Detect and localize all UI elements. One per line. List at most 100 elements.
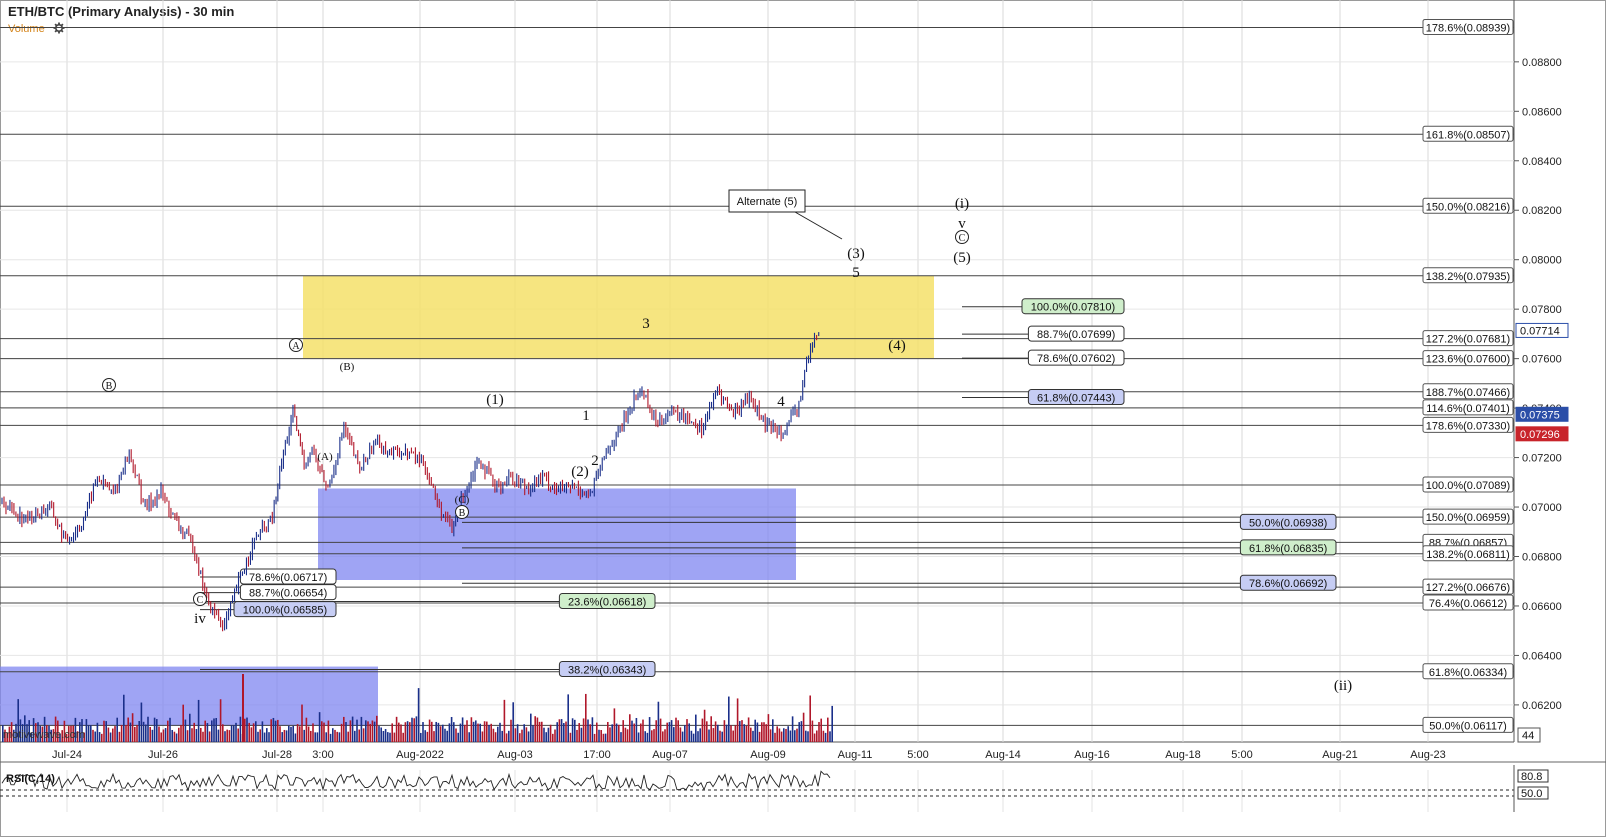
volume-bar <box>670 720 673 742</box>
x-tick-label: Aug-18 <box>1165 749 1200 761</box>
volume-bar <box>59 733 61 742</box>
volume-bar <box>153 717 156 742</box>
x-tick-label: Aug-09 <box>750 749 785 761</box>
wave-label: (C) <box>455 494 470 506</box>
annotation-box[interactable] <box>728 189 806 213</box>
volume-bar <box>787 726 789 742</box>
fib-label: 123.6%(0.07600) <box>1426 354 1510 366</box>
volume-bar <box>193 722 195 742</box>
volume-bar <box>673 727 675 742</box>
volume-bar <box>158 726 160 742</box>
fib-label-box <box>1422 350 1514 367</box>
x-tick-label: Jul-24 <box>52 749 82 761</box>
volume-bar <box>519 733 521 742</box>
fib-label-box <box>1422 594 1514 611</box>
wave-label: (i) <box>955 196 969 212</box>
volume-bar <box>431 721 433 742</box>
volume-bar <box>558 719 561 742</box>
volume-bar <box>415 716 418 742</box>
volume-bar <box>4 729 6 742</box>
volume-bar <box>800 721 803 742</box>
volume-bar <box>373 721 376 742</box>
volume-bar <box>534 716 536 742</box>
gear-icon[interactable] <box>53 22 65 34</box>
volume-bar <box>822 730 825 742</box>
volume-bar <box>422 722 424 742</box>
volume-bar <box>90 725 92 742</box>
volume-bar <box>532 725 534 742</box>
fib-label: 138.2%(0.07935) <box>1426 271 1510 283</box>
volume-bar <box>321 721 323 742</box>
volume-bar <box>252 723 255 742</box>
x-tick-label: 3:00 <box>312 749 333 761</box>
volume-bar <box>142 721 145 742</box>
volume-bar <box>437 722 440 742</box>
volume-bar <box>741 720 743 742</box>
fib-label-box <box>1422 508 1514 525</box>
volume-bar <box>345 722 347 742</box>
volume-indicator-label[interactable]: Volume <box>8 22 234 35</box>
fib-label: 188.7%(0.07466) <box>1426 387 1510 399</box>
y-tick-label: 0.08600 <box>1522 106 1562 118</box>
rsi-line <box>1 770 831 792</box>
volume-bar <box>560 719 563 742</box>
volume-bar <box>288 725 290 742</box>
x-tick-label: Aug-16 <box>1074 749 1109 761</box>
volume-bar <box>686 719 688 742</box>
volume-bar <box>420 732 422 742</box>
volume-bar <box>571 718 574 742</box>
volume-bar <box>329 733 332 742</box>
x-tick-label: Jul-28 <box>262 749 292 761</box>
fib-label-box <box>1422 416 1514 433</box>
volume-bar <box>343 716 345 742</box>
volume-bar <box>72 725 74 742</box>
volume-bar <box>184 719 187 742</box>
fib-label-box-mid <box>233 601 337 618</box>
volume-bar <box>600 730 602 742</box>
fib-label: 127.2%(0.07681) <box>1426 334 1510 346</box>
volume-bar <box>246 717 248 742</box>
fib-label-mid: 100.0%(0.07810) <box>1031 302 1115 314</box>
volume-bars <box>2 674 833 742</box>
volume-bar <box>52 729 55 742</box>
volume-bar <box>101 733 103 742</box>
fib-label: 161.8%(0.08507) <box>1426 129 1510 141</box>
volume-bar <box>83 732 85 742</box>
fib-label: 178.6%(0.08939) <box>1426 22 1510 34</box>
last-price-label: 0.07714 <box>1520 325 1560 337</box>
volume-bar <box>222 724 224 742</box>
volume-bar <box>395 716 398 742</box>
volume-bar <box>459 723 462 742</box>
volume-bar <box>338 732 341 742</box>
volume-bar <box>717 724 719 742</box>
y-tick-label: 0.07200 <box>1522 453 1562 465</box>
wave-label: iv <box>194 611 206 627</box>
volume-bar <box>296 724 299 742</box>
volume-bar <box>244 718 246 742</box>
volume-bar <box>664 729 666 742</box>
volume-bar <box>127 717 129 742</box>
volume-bar <box>248 722 250 742</box>
volume-bar <box>505 733 508 742</box>
wave-label: C <box>959 233 966 244</box>
last-price-tag <box>1515 426 1569 442</box>
volume-bar <box>21 724 24 742</box>
volume-bar <box>215 718 217 742</box>
x-tick-label: Jul-26 <box>148 749 178 761</box>
volume-bar <box>129 722 132 742</box>
volume-bar <box>24 715 26 742</box>
volume-bar <box>556 722 558 742</box>
volume-bar <box>233 725 235 742</box>
fib-label-mid: 88.7%(0.06654) <box>249 588 327 600</box>
volume-bar <box>19 719 22 742</box>
wave-label: (B) <box>340 361 355 373</box>
volume-label: Volume <box>8 23 45 35</box>
volume-bar <box>204 720 206 742</box>
fib-label-mid: 61.8%(0.07443) <box>1037 392 1115 404</box>
volume-bar <box>802 712 805 742</box>
volume-bar <box>708 729 710 742</box>
volume-bar <box>365 720 367 742</box>
volume-bar <box>622 720 624 742</box>
volume-bar <box>567 694 569 742</box>
